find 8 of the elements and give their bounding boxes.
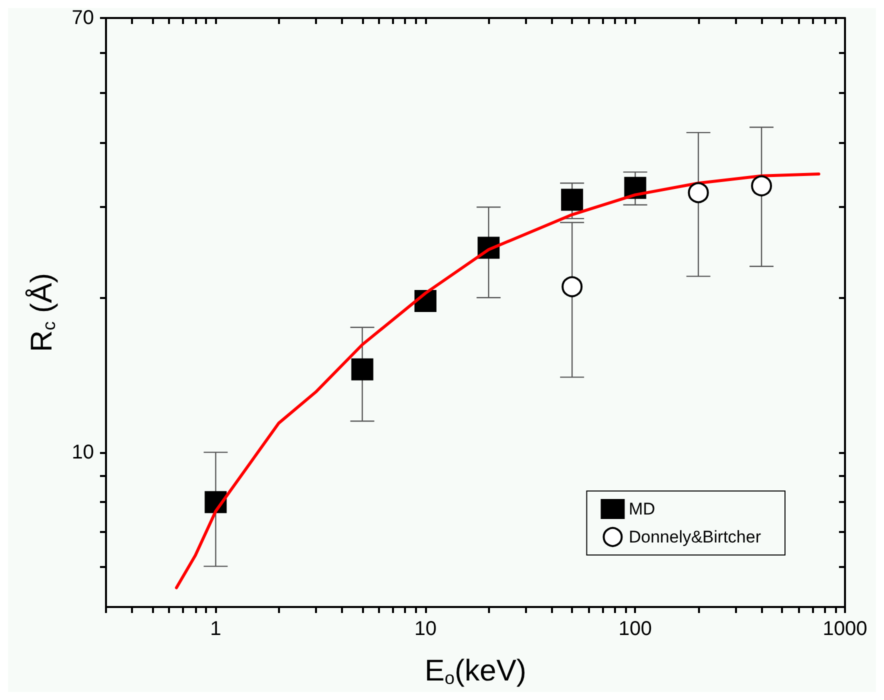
x-tick-label: 10 (414, 618, 437, 640)
x-tick-label: 100 (618, 618, 652, 640)
x-tick-label: 1 (210, 618, 222, 640)
legend-label: MD (628, 500, 656, 518)
legend-label: Donnely&Birtcher (628, 528, 762, 546)
x-tick-label: 1000 (822, 618, 868, 640)
y-axis-title: Rc (Å) (24, 273, 59, 352)
y-tick-label: 70 (72, 7, 94, 29)
